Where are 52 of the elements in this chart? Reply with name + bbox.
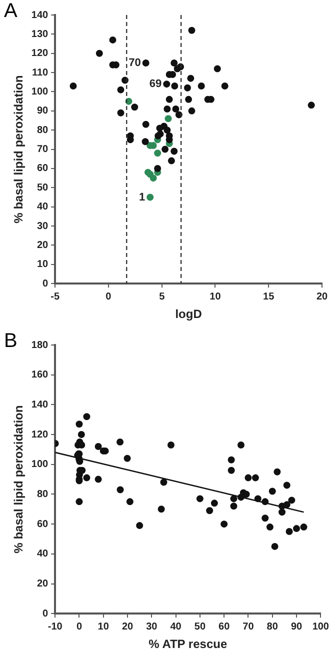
y-tick-label: 40 bbox=[36, 202, 49, 213]
x-axis-title: logD bbox=[175, 307, 202, 322]
chart-title: B bbox=[4, 330, 18, 353]
y-axis-title: % basal lipid peroxidation bbox=[12, 75, 26, 224]
y-tick-label: 10 bbox=[36, 259, 49, 270]
x-tick-label: 10 bbox=[210, 291, 222, 302]
y-tick-label: 80 bbox=[36, 124, 49, 136]
x-tick-label: 80 bbox=[266, 621, 278, 632]
y-tick-label: 50 bbox=[36, 182, 49, 194]
y-tick-label: 100 bbox=[31, 86, 49, 98]
annotation: 69 bbox=[149, 78, 162, 90]
y-tick-label: 120 bbox=[31, 48, 49, 60]
annotation: 1 bbox=[138, 191, 146, 204]
x-tick-label: 90 bbox=[290, 621, 303, 632]
x-tick-label: 0 bbox=[106, 291, 112, 302]
x-tick-label: 60 bbox=[218, 621, 230, 632]
y-tick-label: 120 bbox=[31, 429, 49, 440]
chart-title: A bbox=[4, 0, 18, 23]
x-tick-label: -10 bbox=[48, 621, 63, 632]
y-tick-label: 60 bbox=[36, 518, 49, 530]
x-tick-label: 40 bbox=[170, 621, 182, 632]
y-tick-label: 30 bbox=[36, 220, 49, 232]
x-tick-label: 10 bbox=[98, 621, 110, 632]
x-tick-label: 5 bbox=[159, 291, 166, 302]
y-tick-label: 0 bbox=[42, 608, 49, 620]
x-tick-label: 50 bbox=[194, 621, 206, 632]
y-tick-label: 110 bbox=[32, 67, 49, 78]
y-tick-label: 140 bbox=[31, 399, 49, 410]
x-tick-label: 100 bbox=[312, 621, 330, 632]
y-tick-label: 20 bbox=[36, 240, 49, 251]
x-tick-label: 20 bbox=[316, 291, 328, 302]
y-tick-label: 160 bbox=[31, 370, 49, 381]
x-tick-label: 0 bbox=[76, 621, 82, 632]
x-tick-label: 15 bbox=[263, 291, 275, 302]
y-tick-label: 90 bbox=[36, 106, 49, 117]
y-tick-label: 40 bbox=[36, 548, 49, 560]
x-tick-label: -5 bbox=[50, 291, 60, 302]
x-tick-label: 30 bbox=[146, 621, 158, 632]
y-tick-label: 60 bbox=[36, 163, 49, 174]
y-tick-label: 130 bbox=[31, 28, 49, 40]
y-tick-label: 140 bbox=[31, 10, 49, 21]
y-tick-label: 0 bbox=[42, 278, 49, 290]
x-axis-title: % ATP rescue bbox=[148, 637, 228, 652]
x-tick-label: 70 bbox=[242, 621, 254, 632]
y-tick-label: 80 bbox=[36, 488, 49, 500]
y-axis-title: % basal lipid peroxidation bbox=[12, 405, 26, 554]
y-tick-label: 100 bbox=[31, 459, 49, 470]
y-tick-label: 20 bbox=[36, 578, 49, 590]
x-tick-label: 20 bbox=[122, 621, 134, 632]
annotation: 70 bbox=[128, 56, 141, 69]
y-tick-label: 180 bbox=[31, 340, 49, 351]
y-tick-label: 70 bbox=[36, 144, 49, 156]
